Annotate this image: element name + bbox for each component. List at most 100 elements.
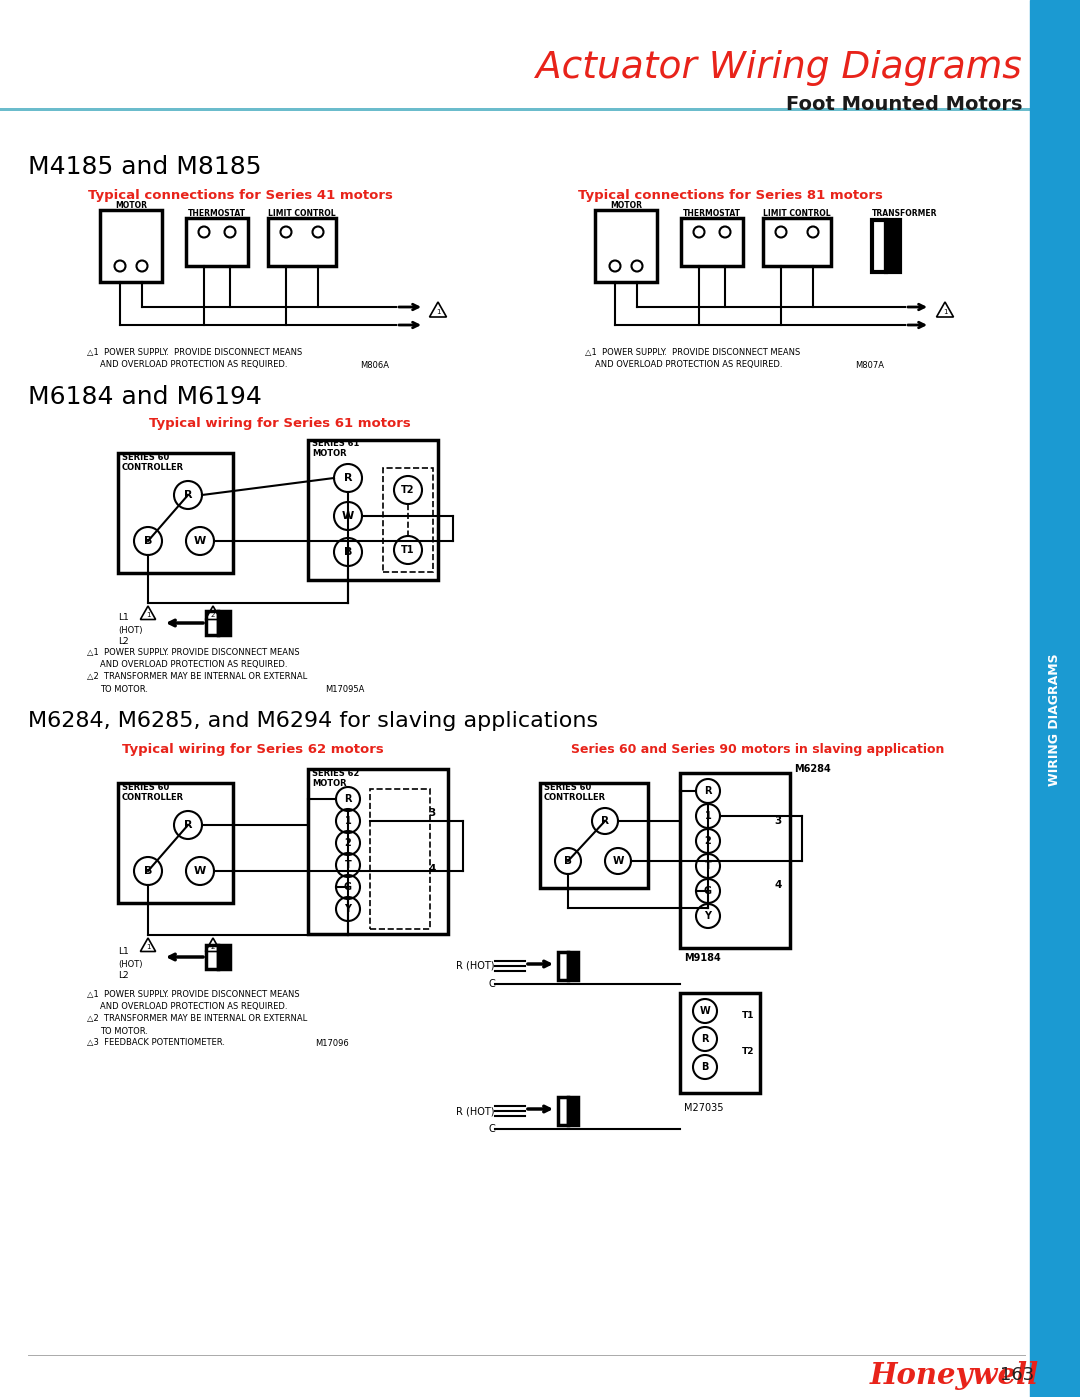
- Bar: [680, 773, 789, 949]
- Text: SERIES 61: SERIES 61: [312, 440, 360, 448]
- Text: T2: T2: [402, 485, 415, 495]
- Text: MOTOR: MOTOR: [312, 450, 347, 458]
- Bar: [558, 1097, 568, 1125]
- Text: B: B: [701, 1062, 708, 1071]
- Text: TO MOTOR.: TO MOTOR.: [100, 1027, 148, 1035]
- Text: R: R: [701, 1034, 708, 1044]
- Bar: [568, 951, 578, 981]
- Text: 2: 2: [211, 944, 215, 950]
- Text: (HOT): (HOT): [118, 626, 143, 634]
- Text: SERIES 60: SERIES 60: [122, 453, 170, 461]
- Text: Typical wiring for Series 62 motors: Typical wiring for Series 62 motors: [122, 742, 383, 756]
- Text: G: G: [345, 882, 352, 893]
- Text: Series 60 and Series 90 motors in slaving application: Series 60 and Series 90 motors in slavin…: [571, 742, 945, 756]
- Text: △1  POWER SUPPLY.  PROVIDE DISCONNECT MEANS: △1 POWER SUPPLY. PROVIDE DISCONNECT MEAN…: [585, 348, 800, 358]
- Text: Actuator Wiring Diagrams: Actuator Wiring Diagrams: [537, 50, 1022, 87]
- Bar: [206, 944, 218, 970]
- Text: G: G: [704, 886, 712, 895]
- Text: T1: T1: [402, 545, 415, 555]
- Bar: [118, 453, 233, 573]
- Text: 2: 2: [211, 612, 215, 617]
- Bar: [308, 768, 448, 935]
- Text: CONTROLLER: CONTROLLER: [122, 462, 184, 472]
- Bar: [383, 468, 433, 571]
- Text: Foot Mounted Motors: Foot Mounted Motors: [785, 95, 1022, 113]
- Text: Typical connections for Series 41 motors: Typical connections for Series 41 motors: [87, 190, 392, 203]
- Text: M27035: M27035: [684, 1104, 724, 1113]
- Bar: [218, 610, 230, 636]
- Bar: [872, 219, 886, 272]
- Text: SERIES 60: SERIES 60: [122, 782, 170, 792]
- Text: △1  POWER SUPPLY. PROVIDE DISCONNECT MEANS: △1 POWER SUPPLY. PROVIDE DISCONNECT MEAN…: [87, 990, 299, 999]
- Text: M4185 and M8185: M4185 and M8185: [28, 155, 261, 179]
- Text: B: B: [343, 548, 352, 557]
- Bar: [886, 219, 900, 272]
- Bar: [762, 218, 831, 265]
- Text: R: R: [184, 490, 192, 500]
- Bar: [681, 218, 743, 265]
- Text: 1: 1: [345, 816, 351, 826]
- Text: C: C: [488, 1125, 495, 1134]
- Bar: [218, 944, 230, 970]
- Text: THERMOSTAT: THERMOSTAT: [188, 210, 246, 218]
- Text: WIRING DIAGRAMS: WIRING DIAGRAMS: [1049, 654, 1062, 787]
- Text: MOTOR: MOTOR: [610, 201, 642, 211]
- Text: W: W: [612, 856, 624, 866]
- Bar: [568, 1097, 578, 1125]
- Text: CONTROLLER: CONTROLLER: [544, 792, 606, 802]
- Text: M9184: M9184: [684, 953, 720, 963]
- Bar: [206, 610, 218, 636]
- Text: 1: 1: [146, 944, 150, 950]
- Text: R: R: [184, 820, 192, 830]
- Text: △3  FEEDBACK POTENTIOMETER.: △3 FEEDBACK POTENTIOMETER.: [87, 1038, 225, 1048]
- Bar: [370, 789, 430, 929]
- Text: CONTROLLER: CONTROLLER: [122, 792, 184, 802]
- Text: T1: T1: [742, 1010, 754, 1020]
- Text: 1: 1: [704, 812, 712, 821]
- Text: 3: 3: [429, 807, 435, 819]
- Text: △2  TRANSFORMER MAY BE INTERNAL OR EXTERNAL: △2 TRANSFORMER MAY BE INTERNAL OR EXTERN…: [87, 1014, 307, 1024]
- Bar: [540, 782, 648, 888]
- Text: LIMIT CONTROL: LIMIT CONTROL: [268, 210, 336, 218]
- Text: (HOT): (HOT): [118, 960, 143, 968]
- Bar: [268, 218, 336, 265]
- Text: W: W: [700, 1006, 711, 1016]
- Text: Honeywell: Honeywell: [870, 1361, 1039, 1390]
- Bar: [0, 108, 1080, 110]
- Text: Y: Y: [704, 911, 712, 921]
- Text: M6284: M6284: [794, 764, 831, 774]
- Text: R: R: [343, 474, 352, 483]
- Text: SERIES 62: SERIES 62: [312, 768, 360, 778]
- Text: △2  TRANSFORMER MAY BE INTERNAL OR EXTERNAL: △2 TRANSFORMER MAY BE INTERNAL OR EXTERN…: [87, 672, 307, 682]
- Text: 163: 163: [1000, 1366, 1035, 1384]
- Text: L2: L2: [118, 637, 129, 645]
- Text: AND OVERLOAD PROTECTION AS REQUIRED.: AND OVERLOAD PROTECTION AS REQUIRED.: [100, 1003, 287, 1011]
- Text: T: T: [704, 861, 712, 870]
- Text: R: R: [600, 816, 609, 826]
- Text: AND OVERLOAD PROTECTION AS REQUIRED.: AND OVERLOAD PROTECTION AS REQUIRED.: [595, 360, 783, 369]
- Bar: [308, 440, 438, 580]
- Text: T: T: [345, 861, 351, 870]
- Text: SERIES 60: SERIES 60: [544, 782, 591, 792]
- Text: 2: 2: [704, 835, 712, 847]
- Text: AND OVERLOAD PROTECTION AS REQUIRED.: AND OVERLOAD PROTECTION AS REQUIRED.: [100, 661, 287, 669]
- Text: 1: 1: [146, 612, 150, 617]
- Text: 4: 4: [774, 880, 782, 890]
- Text: M17096: M17096: [315, 1038, 349, 1048]
- Text: 4: 4: [429, 863, 435, 875]
- Text: M6284, M6285, and M6294 for slaving applications: M6284, M6285, and M6294 for slaving appl…: [28, 711, 598, 731]
- Text: R: R: [704, 787, 712, 796]
- Bar: [118, 782, 233, 902]
- Text: △1  POWER SUPPLY. PROVIDE DISCONNECT MEANS: △1 POWER SUPPLY. PROVIDE DISCONNECT MEAN…: [87, 648, 299, 658]
- Text: 3: 3: [774, 816, 782, 826]
- Text: W: W: [194, 536, 206, 546]
- Bar: [680, 993, 760, 1092]
- Text: MOTOR: MOTOR: [312, 778, 347, 788]
- Bar: [595, 210, 657, 282]
- Text: C: C: [488, 979, 495, 989]
- Text: 1: 1: [435, 309, 441, 314]
- Text: △1  POWER SUPPLY.  PROVIDE DISCONNECT MEANS: △1 POWER SUPPLY. PROVIDE DISCONNECT MEAN…: [87, 348, 302, 358]
- Text: M6184 and M6194: M6184 and M6194: [28, 386, 261, 409]
- Text: L1: L1: [118, 947, 129, 957]
- Text: T2: T2: [742, 1046, 754, 1056]
